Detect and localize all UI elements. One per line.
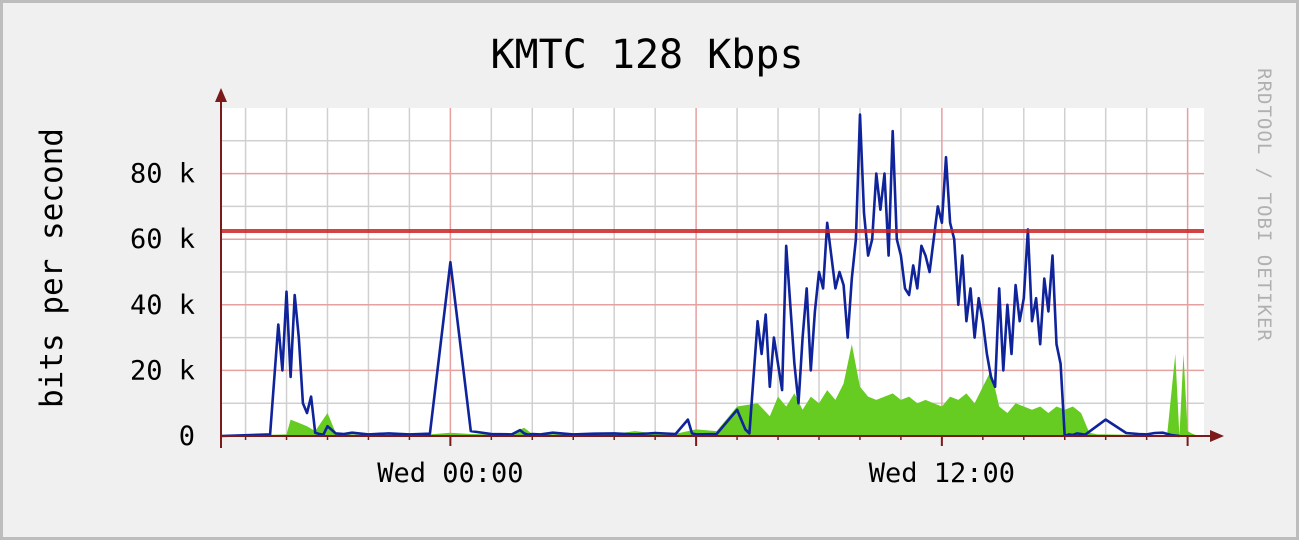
- y-axis-arrow: [215, 88, 227, 102]
- x-axis-arrow: [1210, 430, 1224, 442]
- chart-title: KMTC 128 Kbps: [490, 32, 803, 78]
- x-tick-labels: Wed 00:00 Wed 12:00: [377, 458, 1015, 489]
- rrdtool-watermark: RRDTOOL / TOBI OETIKER: [1253, 68, 1275, 342]
- outbound-traffic-line: [220, 113, 1180, 438]
- major-grid: [221, 108, 1204, 436]
- series-layer: [220, 113, 1204, 438]
- x-tick-label: Wed 12:00: [869, 458, 1015, 489]
- y-tick-label: 0: [179, 421, 195, 452]
- y-axis-label: bits per second: [34, 128, 70, 408]
- y-tick-label: 40 k: [130, 290, 195, 321]
- y-tick-label: 80 k: [130, 159, 195, 190]
- y-tick-label: 60 k: [130, 224, 195, 255]
- x-tick-label: Wed 00:00: [377, 458, 523, 489]
- axes: [215, 88, 1224, 448]
- y-tick-label: 20 k: [130, 355, 195, 386]
- inbound-traffic-area: [221, 344, 1204, 436]
- minor-grid: [221, 108, 1204, 436]
- y-tick-labels: 0 20 k 40 k 60 k 80 k: [130, 159, 195, 452]
